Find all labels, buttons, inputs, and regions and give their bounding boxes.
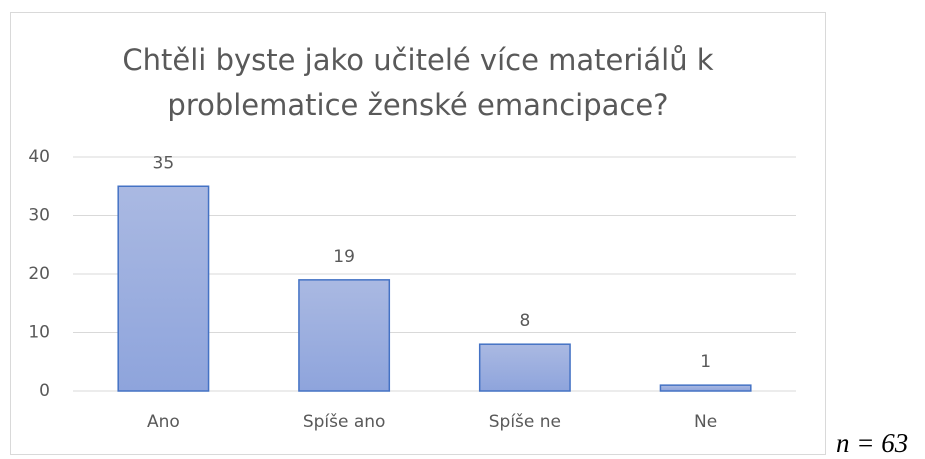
chart-title: Chtěli byste jako učitelé více materiálů… [122, 43, 714, 122]
data-label: 35 [153, 153, 175, 173]
y-tick-label: 30 [28, 206, 50, 226]
data-label: 19 [333, 247, 355, 267]
bar [478, 343, 571, 392]
annotation: n = 63 [836, 428, 909, 458]
x-tick-label: Ano [147, 412, 180, 432]
x-tick-label: Ne [694, 412, 717, 432]
y-tick-label: 10 [28, 323, 50, 343]
y-tick-label: 40 [28, 147, 50, 167]
y-tick-label: 0 [39, 381, 50, 401]
x-tick-label: Spíše ne [489, 412, 561, 432]
data-label: 1 [700, 352, 711, 372]
bar [659, 384, 752, 392]
x-tick-label: Spíše ano [303, 412, 386, 432]
bar [298, 279, 391, 392]
data-label: 8 [519, 311, 530, 331]
bar [117, 185, 210, 392]
y-tick-label: 20 [28, 264, 50, 284]
